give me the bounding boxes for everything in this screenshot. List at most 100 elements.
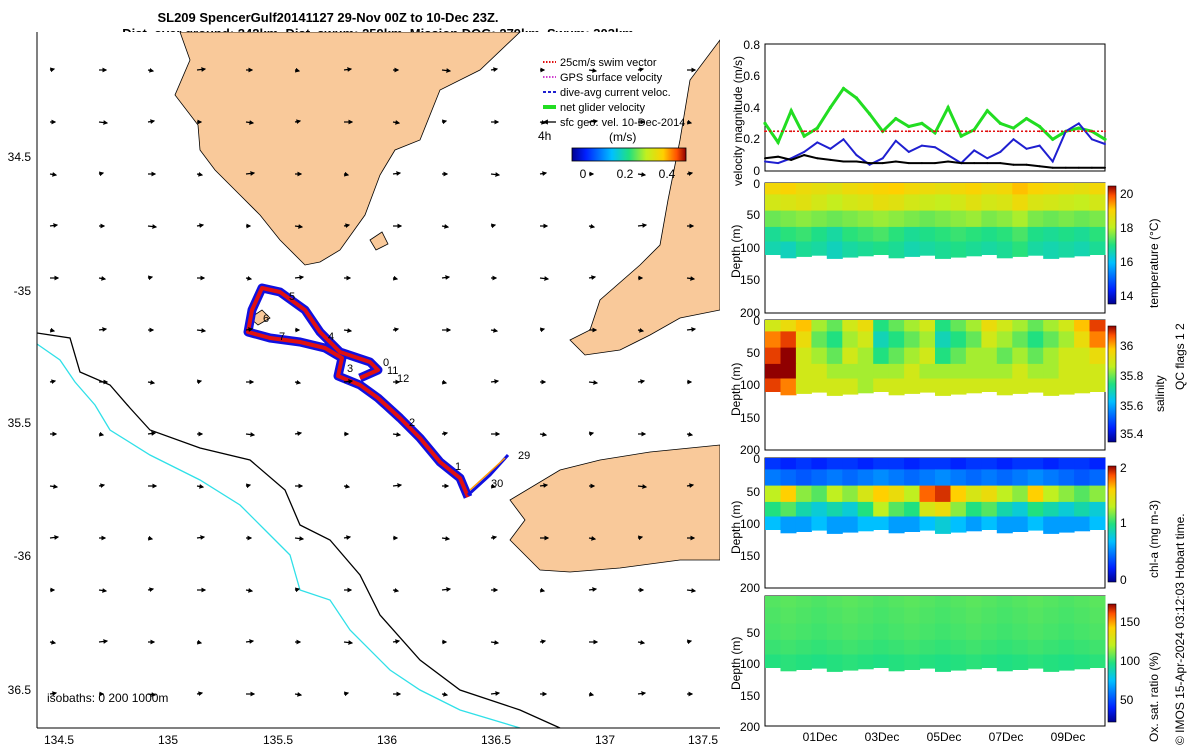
heatmap-cell [826, 623, 843, 641]
surface-velocity-arrow [294, 224, 304, 229]
velocity-point [842, 138, 845, 141]
heatmap-cell [795, 485, 812, 503]
heatmap-cell [765, 241, 781, 255]
surface-velocity-arrow [686, 639, 693, 645]
surface-velocity-arrows [49, 67, 697, 697]
heatmap-cell [1089, 458, 1106, 470]
surface-velocity-arrow [98, 483, 106, 489]
velocity-point [1038, 124, 1042, 129]
velocity-point [1012, 130, 1015, 133]
heatmap-cell [873, 226, 890, 242]
heatmap-cell [873, 607, 890, 625]
heatmap-cell [780, 607, 797, 625]
heatmap-cell [1058, 485, 1075, 503]
velocity-point [789, 109, 793, 113]
velocity-point [907, 162, 910, 165]
heatmap-cell [765, 378, 781, 392]
heatmap-cell [765, 596, 781, 608]
map-colorbar-side-label: 4h [538, 129, 551, 143]
heatmap-cell [857, 331, 874, 349]
surface-velocity-arrow [637, 327, 645, 333]
heatmap-cell [1043, 226, 1060, 242]
date-ticks: 01Dec 03Dec 05Dec 07Dec 09Dec [803, 730, 1086, 744]
heatmap-cell [811, 210, 828, 228]
velocity-point [1011, 126, 1016, 130]
heatmap-cell [811, 241, 828, 256]
heatmap-cell [1043, 378, 1060, 396]
heatmap-cell [935, 639, 951, 655]
heatmap-cell [1089, 623, 1106, 641]
heatmap-cell [981, 458, 998, 470]
heatmap-cell [857, 347, 874, 365]
velocity-point [829, 158, 832, 161]
heatmap-cell [965, 639, 982, 655]
velocity-point [973, 162, 976, 165]
heatmap-cell [1043, 241, 1060, 259]
heatmap-cell [1089, 347, 1106, 365]
oxygen-y-label: Depth (m) [729, 637, 743, 690]
map-panel: 5 6 7 4 0 3 11 12 2 1 29 30 134.5 135 13… [8, 32, 720, 747]
chla-y-tick: 200 [740, 581, 760, 595]
heatmap-cell [765, 607, 781, 625]
heatmap-cell [950, 501, 967, 517]
heatmap-cell [795, 458, 812, 470]
heatmap-cell [1012, 210, 1029, 228]
surface-velocity-arrow [539, 639, 547, 645]
surface-velocity-arrow [49, 223, 59, 228]
velocity-point [1038, 144, 1041, 147]
heatmap-cell [935, 458, 951, 470]
temperature-colorbar [1107, 185, 1117, 305]
surface-velocity-arrow [147, 380, 156, 385]
surface-velocity-arrow [49, 484, 59, 489]
heatmap-cell [1043, 210, 1060, 228]
heatmap-cell [826, 485, 843, 503]
heatmap-cell [795, 639, 812, 655]
surface-velocity-arrow [686, 276, 696, 281]
heatmap-cell [1089, 639, 1106, 655]
temperature-y-ticks: 0 50 100 150 200 [740, 177, 760, 320]
map-x-ticks: 134.5 135 135.5 136 136.5 137 137.5 [44, 733, 718, 747]
heatmap-cell [981, 320, 998, 332]
velocity-point [777, 130, 780, 133]
heatmap-cell [965, 607, 982, 625]
track-label: 4 [328, 331, 334, 343]
heatmap-cell [935, 194, 951, 212]
heatmap-cell [1043, 639, 1060, 655]
heatmap-cell [996, 639, 1013, 655]
velocity-point [816, 157, 819, 160]
heatmap-cell [981, 378, 998, 392]
heatmap-cell [919, 469, 936, 487]
heatmap-cell [826, 320, 843, 332]
salinity-cb-tick: 35.8 [1120, 369, 1144, 383]
heatmap-cell [873, 347, 890, 365]
date-tick: 03Dec [865, 730, 900, 744]
track-label: 30 [491, 478, 503, 490]
heatmap-cell [1027, 469, 1044, 487]
heatmap-cell [1058, 194, 1075, 212]
heatmap-cell [795, 378, 812, 394]
heatmap-cell [1089, 194, 1106, 212]
surface-velocity-arrow [49, 172, 58, 177]
date-tick: 01Dec [803, 730, 838, 744]
track-label: 0 [383, 357, 389, 369]
heatmap-cell [765, 183, 781, 195]
heatmap-cell [935, 363, 951, 379]
heatmap-cell [1027, 654, 1044, 669]
surface-velocity-arrow [588, 223, 596, 229]
heatmap-cell [1074, 183, 1091, 195]
heatmap-cell [857, 485, 874, 503]
heatmap-cell [935, 183, 951, 195]
heatmap-cell [996, 501, 1013, 517]
velocity-point [803, 154, 806, 157]
heatmap-cell [842, 363, 859, 379]
heatmap-cell [904, 241, 921, 257]
surface-velocity-arrow [343, 535, 352, 540]
chla-cb-tick: 0 [1120, 573, 1127, 587]
heatmap-cell [780, 347, 797, 365]
heatmap-cell [950, 210, 967, 228]
oxygen-y-tick: 150 [740, 689, 760, 703]
surface-velocity-arrow [98, 639, 109, 644]
velocity-point [1104, 143, 1106, 145]
heatmap-cell [1074, 623, 1091, 641]
heatmap-cell [888, 331, 905, 349]
